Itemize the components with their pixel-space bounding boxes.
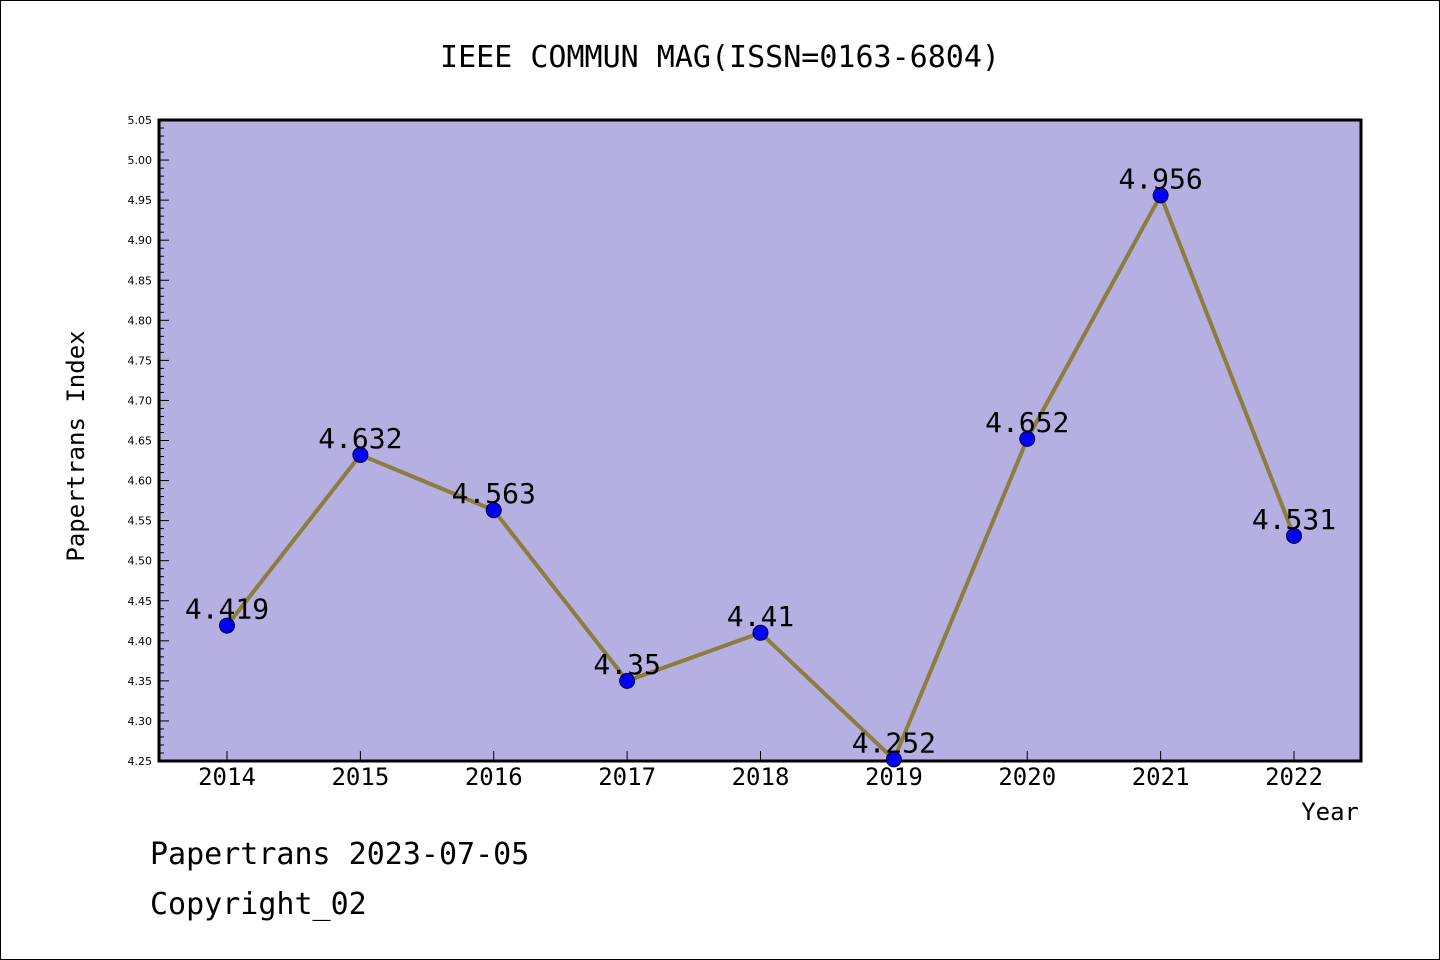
y-tick-label: 4.60 bbox=[128, 475, 153, 488]
x-tick-label: 2019 bbox=[865, 763, 923, 791]
y-tick-label: 4.40 bbox=[128, 635, 153, 648]
y-tick-label: 4.65 bbox=[128, 435, 153, 448]
y-tick-label: 4.50 bbox=[128, 555, 153, 568]
x-tick-label: 2016 bbox=[465, 763, 523, 791]
data-label: 4.956 bbox=[1118, 162, 1202, 195]
x-axis: 2014 2015 2016 2017 2018 2019 2020 2021 2022 bbox=[198, 751, 1323, 791]
data-point bbox=[752, 624, 769, 641]
data-point bbox=[485, 502, 502, 519]
data-point bbox=[219, 617, 235, 634]
y-tick-label: 4.85 bbox=[128, 274, 153, 287]
x-tick-label: 2022 bbox=[1265, 763, 1323, 791]
data-label: 4.35 bbox=[593, 648, 660, 681]
data-label: 4.41 bbox=[727, 600, 794, 633]
series-layer: 4.419 4.632 4.563 4.35 4.41 4.252 4.652 4.956 4.… bbox=[185, 162, 1336, 768]
data-point bbox=[619, 672, 636, 689]
y-axis: 4.25 4.30 4.35 4.40 4.45 4.50 4.55 4.60 4.65 4.70… bbox=[128, 114, 169, 768]
data-point bbox=[885, 751, 902, 768]
footer-date-text: Papertrans 2023-07-05 bbox=[150, 837, 529, 872]
y-tick-label: 4.45 bbox=[128, 595, 153, 608]
chart-title: IEEE COMMUN MAG(ISSN=0163-6804) bbox=[440, 40, 1000, 75]
x-axis-label: Year bbox=[1301, 798, 1359, 826]
y-tick-label: 4.55 bbox=[128, 515, 153, 528]
y-axis-label: Papertrans Index bbox=[62, 330, 90, 561]
x-tick-label: 2018 bbox=[732, 763, 790, 791]
plot-area bbox=[157, 118, 1363, 763]
x-tick-label: 2020 bbox=[998, 763, 1056, 791]
y-tick-label: 4.95 bbox=[128, 194, 153, 207]
data-label: 4.252 bbox=[852, 726, 936, 759]
y-tick-label: 4.80 bbox=[128, 314, 153, 327]
data-label: 4.531 bbox=[1252, 503, 1336, 536]
data-point bbox=[1152, 187, 1169, 204]
footer-copyright-text: Copyright_02 bbox=[150, 887, 367, 922]
y-tick-label: 5.05 bbox=[128, 114, 153, 127]
data-label: 4.563 bbox=[452, 477, 536, 510]
y-tick-label: 4.70 bbox=[128, 394, 153, 407]
x-tick-label: 2015 bbox=[331, 763, 389, 791]
data-point bbox=[1286, 527, 1302, 544]
y-tick-label: 4.75 bbox=[128, 354, 153, 367]
data-point bbox=[1019, 430, 1036, 447]
y-tick-label: 4.35 bbox=[128, 675, 153, 688]
data-point bbox=[352, 446, 369, 463]
data-label: 4.419 bbox=[185, 593, 269, 626]
x-tick-label: 2021 bbox=[1132, 763, 1190, 791]
x-tick-label: 2017 bbox=[598, 763, 656, 791]
y-tick-label: 5.00 bbox=[128, 154, 153, 167]
y-tick-label: 4.30 bbox=[128, 715, 153, 728]
x-tick-label: 2014 bbox=[198, 763, 256, 791]
y-tick-label: 4.25 bbox=[128, 755, 153, 768]
data-label: 4.632 bbox=[318, 422, 402, 455]
y-tick-label: 4.90 bbox=[128, 234, 153, 247]
data-label: 4.652 bbox=[985, 406, 1069, 439]
